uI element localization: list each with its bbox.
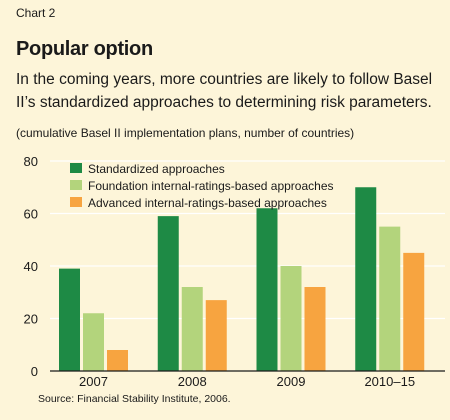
legend-swatch bbox=[70, 197, 82, 207]
bar-2-2009 bbox=[280, 266, 302, 371]
legend-label: Foundation internal-ratings-based approa… bbox=[88, 179, 334, 193]
legend-swatch bbox=[70, 180, 82, 190]
chart-units-note: (cumulative Basel II implementation plan… bbox=[16, 126, 355, 140]
source-note: Source: Financial Stability Institute, 2… bbox=[38, 393, 231, 405]
bar-1-2009 bbox=[256, 208, 278, 371]
chart-number-label: Chart 2 bbox=[16, 6, 56, 20]
bar-3-2009 bbox=[304, 287, 326, 371]
x-tick-label: 2008 bbox=[178, 374, 207, 389]
chart-title: Popular option bbox=[16, 38, 153, 60]
y-tick-label: 40 bbox=[24, 259, 38, 274]
legend-label: Advanced internal-ratings-based approach… bbox=[88, 196, 327, 210]
x-tick-label: 2007 bbox=[79, 374, 108, 389]
bar-1-2008 bbox=[157, 216, 179, 371]
bar-3-2010–15 bbox=[403, 252, 425, 371]
y-tick-label: 20 bbox=[24, 312, 38, 327]
chart-subtitle: In the coming years, more countries are … bbox=[16, 71, 433, 111]
y-tick-label: 0 bbox=[31, 364, 38, 379]
bar-2-2010–15 bbox=[379, 226, 401, 371]
bar-2-2008 bbox=[181, 287, 203, 371]
x-tick-label: 2009 bbox=[277, 374, 306, 389]
legend-label: Standardized approaches bbox=[88, 162, 225, 176]
bar-1-2010–15 bbox=[355, 187, 377, 371]
bar-3-2008 bbox=[205, 300, 227, 371]
y-tick-label: 60 bbox=[24, 207, 38, 222]
bar-1-2007 bbox=[59, 268, 80, 371]
bar-3-2007 bbox=[107, 350, 128, 371]
bar-2-2007 bbox=[83, 313, 104, 371]
y-tick-label: 80 bbox=[24, 154, 38, 169]
legend-swatch bbox=[70, 163, 82, 173]
x-tick-label: 2010–15 bbox=[364, 374, 415, 389]
